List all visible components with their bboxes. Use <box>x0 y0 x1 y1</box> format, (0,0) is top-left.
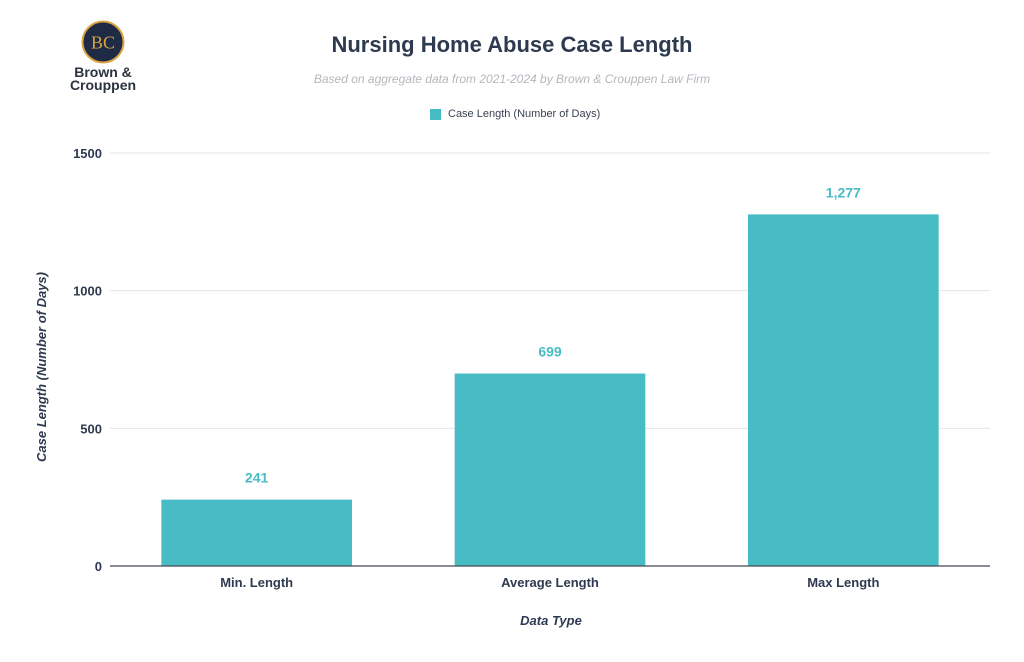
data-label: 699 <box>538 344 562 360</box>
data-label: 241 <box>245 470 269 486</box>
y-tick-label: 500 <box>80 421 102 436</box>
data-label: 1,277 <box>826 184 861 200</box>
chart-legend: Case Length (Number of Days) <box>430 108 600 120</box>
y-tick-label: 1500 <box>73 146 102 161</box>
y-tick-label: 0 <box>95 559 102 574</box>
chart-title: Nursing Home Abuse Case Length <box>331 32 693 57</box>
y-axis-title: Case Length (Number of Days) <box>34 272 49 462</box>
logo-badge: BC <box>81 20 125 64</box>
legend-label: Case Length (Number of Days) <box>448 108 601 120</box>
y-axis-ticks: 0 500 1000 1500 <box>73 146 102 574</box>
x-tick-label: Min. Length <box>220 575 293 590</box>
logo-monogram: BC <box>91 33 115 53</box>
chart-subtitle: Based on aggregate data from 2021-2024 b… <box>313 72 711 86</box>
data-labels: 241 699 1,277 <box>245 184 861 485</box>
legend-swatch <box>430 108 441 120</box>
logo-name-line1: Brown & <box>74 64 132 80</box>
bars <box>161 214 939 566</box>
brand-logo: BC Brown & Crouppen <box>62 20 144 92</box>
x-tick-label: Average Length <box>501 575 599 590</box>
logo-circle <box>81 20 125 64</box>
logo-name-line2: Crouppen <box>69 77 137 93</box>
bar <box>454 373 646 566</box>
bar <box>748 214 939 566</box>
y-tick-label: 1000 <box>73 284 102 299</box>
x-axis-ticks: Min. Length Average Length Max Length <box>220 575 879 590</box>
x-tick-label: Max Length <box>807 575 879 590</box>
logo-name: Brown & Crouppen <box>62 64 144 93</box>
bar <box>161 499 352 566</box>
x-axis-title: Data Type <box>520 613 582 628</box>
